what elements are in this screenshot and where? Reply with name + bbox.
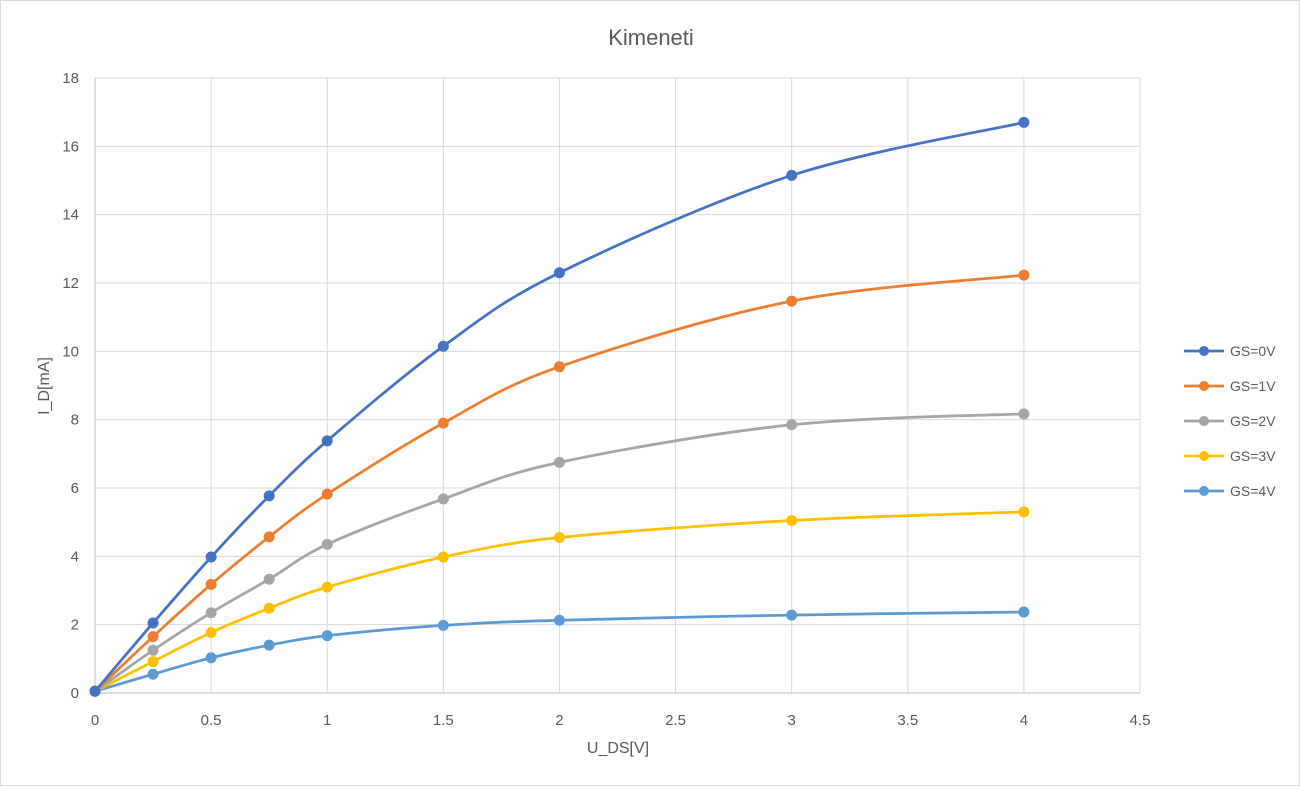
data-point — [786, 609, 798, 621]
y-tick-label: 10 — [62, 343, 79, 360]
data-point — [321, 630, 333, 642]
axis-layer: 0 0.5 1 1.5 2 2.5 3 3.5 4 4.5 0 2 4 6 8 10 12 14 16 18 — [62, 70, 1150, 729]
data-point — [205, 607, 217, 619]
data-point — [147, 631, 159, 643]
legend-label: GS=1V — [1230, 378, 1276, 394]
legend-label: GS=4V — [1230, 483, 1276, 499]
data-point — [205, 551, 217, 563]
data-point — [205, 578, 217, 590]
x-tick-label: 3.5 — [897, 712, 918, 729]
data-point — [437, 619, 449, 631]
x-tick-label: 3 — [787, 712, 795, 729]
x-tick-label: 2.5 — [665, 712, 686, 729]
legend-label: GS=0V — [1230, 343, 1276, 359]
data-point — [263, 573, 275, 585]
data-point — [205, 627, 217, 639]
y-tick-label: 16 — [62, 138, 79, 155]
y-tick-label: 14 — [62, 207, 79, 224]
data-point — [786, 419, 798, 431]
data-point — [437, 551, 449, 563]
data-point — [205, 652, 217, 664]
data-point — [263, 639, 275, 651]
x-axis-title: U_DS[V] — [587, 740, 649, 757]
series-GS=1V — [89, 269, 1030, 697]
data-point — [321, 435, 333, 447]
y-axis-title: I_D[mA] — [36, 357, 53, 415]
data-point — [321, 538, 333, 550]
data-point — [553, 267, 565, 279]
data-point — [786, 169, 798, 181]
data-point — [263, 490, 275, 502]
legend-item: GS=1V — [1184, 378, 1276, 394]
legend-item: GS=3V — [1184, 448, 1276, 464]
data-point — [147, 644, 159, 656]
data-point — [321, 581, 333, 593]
y-tick-label: 12 — [62, 275, 79, 292]
x-tick-label: 0.5 — [201, 712, 222, 729]
legend-item: GS=4V — [1184, 483, 1276, 499]
data-point — [1018, 408, 1030, 420]
legend-marker — [1199, 416, 1209, 426]
data-point — [1018, 506, 1030, 518]
x-tick-label: 4 — [1020, 712, 1028, 729]
data-point — [553, 456, 565, 468]
data-point — [147, 656, 159, 668]
x-tick-label: 2 — [555, 712, 563, 729]
legend: GS=0V GS=1V GS=2V GS=3V GS=4V — [1184, 343, 1276, 499]
data-point — [437, 417, 449, 429]
data-point — [437, 493, 449, 505]
data-point — [553, 361, 565, 373]
y-tick-label: 8 — [71, 412, 79, 429]
y-tick-label: 4 — [71, 548, 79, 565]
series-GS=2V — [89, 408, 1030, 697]
x-tick-label: 0 — [91, 712, 99, 729]
legend-marker — [1199, 381, 1209, 391]
data-point — [263, 602, 275, 614]
x-tick-label: 4.5 — [1130, 712, 1151, 729]
data-point — [1018, 606, 1030, 618]
data-point — [147, 668, 159, 680]
legend-marker — [1199, 486, 1209, 496]
data-point — [89, 685, 101, 697]
data-point — [553, 532, 565, 544]
legend-item: GS=2V — [1184, 413, 1276, 429]
legend-marker — [1199, 346, 1209, 356]
data-point — [786, 514, 798, 526]
data-point — [553, 614, 565, 626]
data-point — [786, 295, 798, 307]
legend-label: GS=2V — [1230, 413, 1276, 429]
data-point — [437, 340, 449, 352]
y-tick-label: 2 — [71, 617, 79, 634]
data-point — [1018, 269, 1030, 281]
legend-item: GS=0V — [1184, 343, 1276, 359]
data-point — [1018, 116, 1030, 128]
grid-layer — [95, 77, 1141, 693]
series-GS=0V — [89, 116, 1030, 697]
x-tick-label: 1 — [323, 712, 331, 729]
series-layer — [89, 116, 1030, 697]
legend-marker — [1199, 451, 1209, 461]
legend-label: GS=3V — [1230, 448, 1276, 464]
x-tick-label: 1.5 — [433, 712, 454, 729]
data-point — [147, 617, 159, 629]
data-point — [263, 531, 275, 543]
chart-title: Kimeneti — [608, 25, 694, 50]
y-tick-label: 6 — [71, 480, 79, 497]
data-point — [321, 488, 333, 500]
y-tick-label: 18 — [62, 70, 79, 87]
y-tick-label: 0 — [71, 685, 79, 702]
